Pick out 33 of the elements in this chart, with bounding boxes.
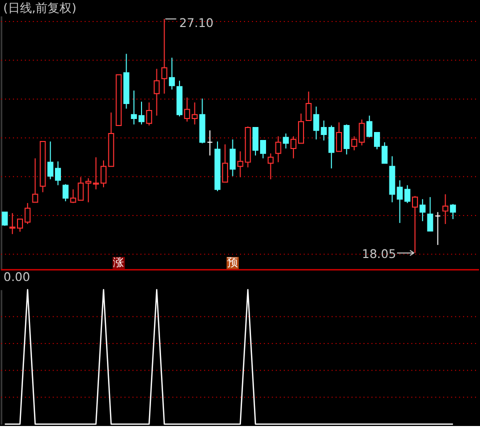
chart-title: 0.00 [3, 270, 30, 284]
candlestick [351, 136, 358, 151]
candlestick [32, 158, 38, 203]
candlestick [268, 152, 274, 180]
candlestick [420, 198, 426, 222]
candlestick [78, 176, 84, 201]
candlestick [358, 119, 365, 146]
candlestick [62, 184, 69, 202]
candlestick [442, 194, 448, 224]
candlestick [427, 196, 434, 232]
candlestick [306, 91, 312, 122]
annotation: 27.10 [179, 16, 214, 30]
candlestick [344, 124, 350, 155]
candlestick [434, 212, 441, 246]
candlestick [146, 102, 152, 126]
candlestick [336, 122, 342, 152]
chart-title: (日线,前复权) [3, 0, 76, 15]
data-label: 涨 [113, 256, 124, 270]
candlestick [154, 68, 160, 116]
candlestick [450, 204, 456, 220]
candlestick [230, 138, 236, 177]
candlestick [412, 196, 418, 254]
candlestick [168, 57, 175, 90]
candlestick [2, 212, 8, 226]
candlestick [275, 136, 282, 163]
candlestick [282, 132, 289, 149]
annotation: 18.05 [362, 246, 396, 261]
candlestick [222, 144, 228, 183]
data-label: 预 [227, 256, 238, 270]
candlestick [161, 18, 168, 94]
candlestick [313, 106, 320, 140]
candlestick [70, 188, 76, 204]
candlestick [206, 130, 213, 156]
